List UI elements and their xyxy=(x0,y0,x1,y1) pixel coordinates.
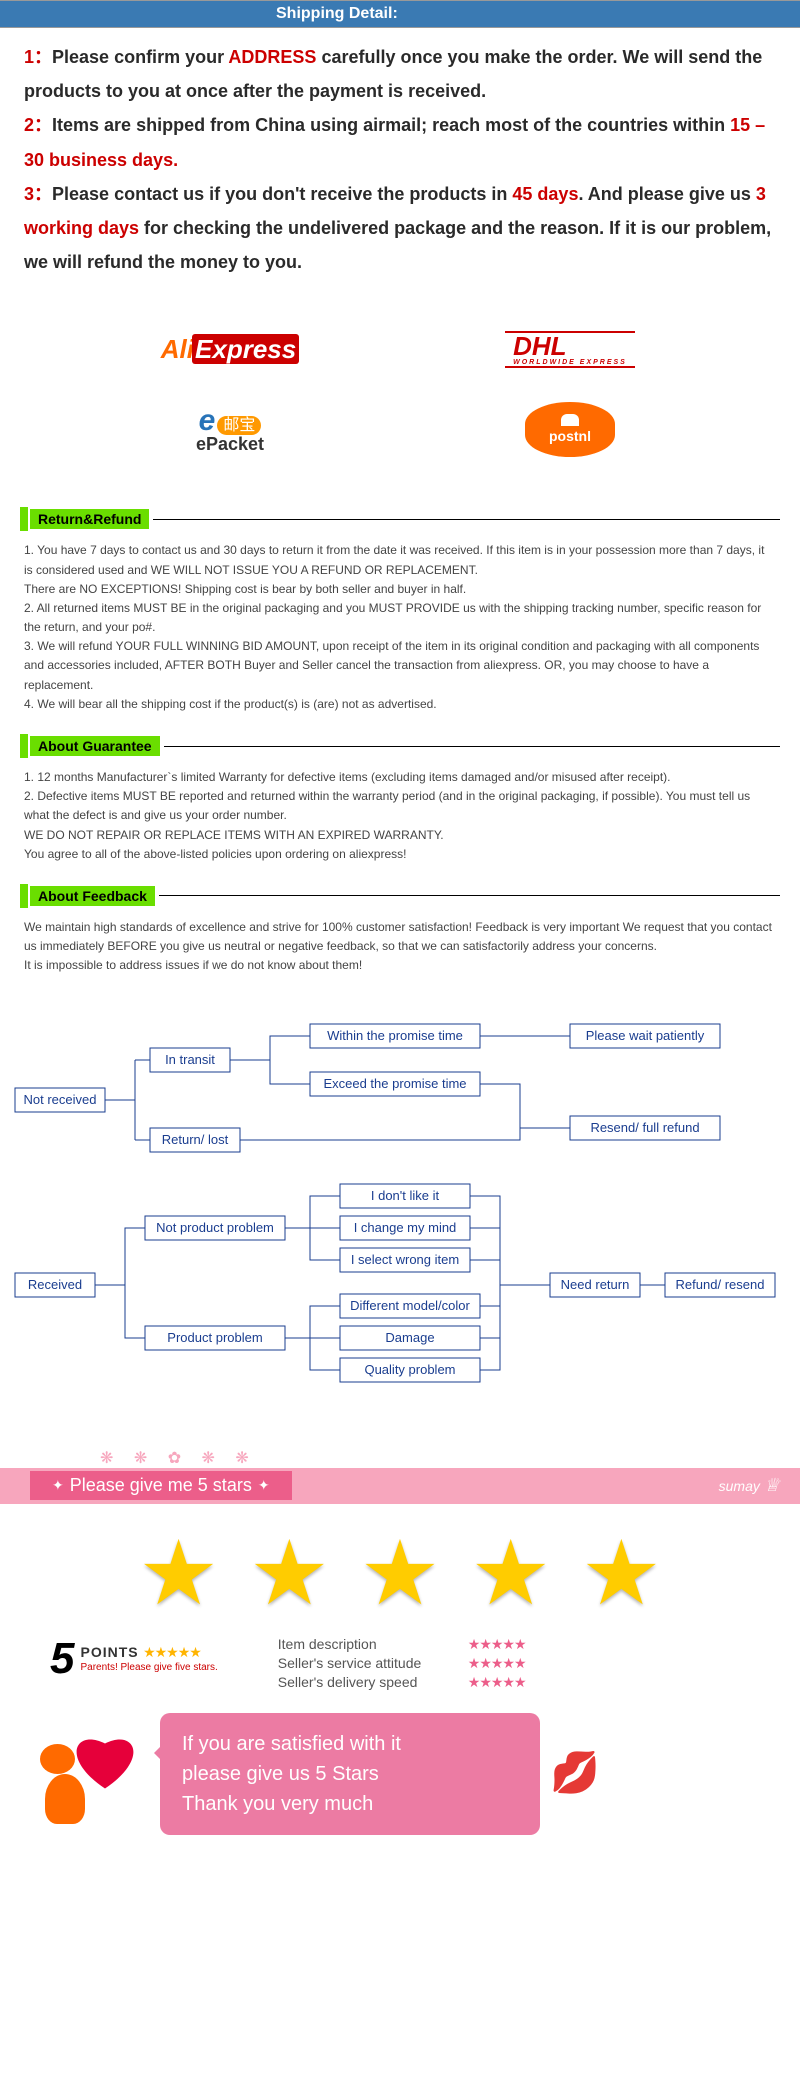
svg-text:Damage: Damage xyxy=(385,1330,434,1345)
refund-section-body: 1. You have 7 days to contact us and 30 … xyxy=(0,539,800,726)
speech-bubble: If you are satisfied with it please give… xyxy=(160,1713,540,1835)
small-stars-icon: ★★★★★ xyxy=(143,1644,201,1660)
dhl-logo: DHLWORLDWIDE EXPRESS xyxy=(417,309,723,389)
svg-text:In transit: In transit xyxy=(165,1052,215,1067)
svg-text:Refund/ resend: Refund/ resend xyxy=(676,1277,765,1292)
ratings-list: Item description★★★★★ Seller's service a… xyxy=(278,1634,526,1693)
stars-section: ❋ ❋ ✿ ❋ ❋ Please give me 5 stars sumay♕ … xyxy=(0,1448,800,1865)
star-icon: ★ xyxy=(360,1529,441,1619)
flowchart-received: Received Not product problem Product pro… xyxy=(10,1178,790,1398)
banner-label: Please give me 5 stars xyxy=(30,1471,292,1500)
shipping-item-1: 1：Please confirm your ADDRESS carefully … xyxy=(24,40,776,108)
header-bar: Shipping Detail: xyxy=(0,0,800,28)
svg-text:Need return: Need return xyxy=(561,1277,630,1292)
banner-decoration: ❋ ❋ ✿ ❋ ❋ xyxy=(0,1448,800,1468)
rating-stars-icon: ★★★★★ xyxy=(468,1636,526,1653)
svg-text:I don't like it: I don't like it xyxy=(371,1188,440,1203)
five-big-stars: ★ ★ ★ ★ ★ xyxy=(0,1504,800,1634)
svg-text:Received: Received xyxy=(28,1277,82,1292)
five-points: 5 POINTS ★★★★★ Parents! Please give five… xyxy=(50,1634,218,1684)
svg-text:Within the promise time: Within the promise time xyxy=(327,1028,463,1043)
svg-text:Product problem: Product problem xyxy=(167,1330,262,1345)
star-icon: ★ xyxy=(581,1529,662,1619)
feedback-section-body: We maintain high standards of excellence… xyxy=(0,916,800,988)
svg-text:I change my mind: I change my mind xyxy=(354,1220,457,1235)
svg-text:Quality problem: Quality problem xyxy=(364,1362,455,1377)
flowchart-not-received: Not received In transit Return/ lost Wit… xyxy=(10,1018,790,1178)
header-title: Shipping Detail: xyxy=(272,5,788,23)
shipping-logos: AliExpress DHLWORLDWIDE EXPRESS e邮宝 ePac… xyxy=(0,299,800,499)
rating-stars-icon: ★★★★★ xyxy=(468,1674,526,1691)
svg-text:Please wait patiently: Please wait patiently xyxy=(586,1028,705,1043)
stars-banner: Please give me 5 stars sumay♕ xyxy=(0,1468,800,1504)
crown-icon: ♕ xyxy=(764,1475,780,1495)
aliexpress-logo: AliExpress xyxy=(77,309,383,389)
star-icon: ★ xyxy=(138,1529,219,1619)
mascot-icon xyxy=(40,1724,140,1824)
svg-text:Not received: Not received xyxy=(24,1092,97,1107)
refund-section-title: Return&Refund xyxy=(20,507,780,531)
bottom-row: If you are satisfied with it please give… xyxy=(0,1693,800,1835)
star-icon: ★ xyxy=(249,1529,330,1619)
shipping-details: 1：Please confirm your ADDRESS carefully … xyxy=(0,30,800,299)
svg-text:Different model/color: Different model/color xyxy=(350,1298,470,1313)
epacket-logo: e邮宝 ePacket xyxy=(77,389,383,469)
shipping-item-3: 3：Please contact us if you don't receive… xyxy=(24,177,776,280)
svg-text:I select wrong item: I select wrong item xyxy=(351,1252,459,1267)
feedback-section-title: About Feedback xyxy=(20,884,780,908)
kiss-icon: 💋 xyxy=(550,1743,600,1803)
svg-text:Resend/ full refund: Resend/ full refund xyxy=(590,1120,699,1135)
star-icon: ★ xyxy=(470,1529,551,1619)
postnl-logo: postnl xyxy=(417,389,723,469)
shipping-item-2: 2：Items are shipped from China using air… xyxy=(24,108,776,176)
guarantee-section-title: About Guarantee xyxy=(20,734,780,758)
rating-stars-icon: ★★★★★ xyxy=(468,1655,526,1672)
flowcharts: Not received In transit Return/ lost Wit… xyxy=(0,988,800,1418)
guarantee-section-body: 1. 12 months Manufacturer`s limited Warr… xyxy=(0,766,800,876)
svg-text:Not product problem: Not product problem xyxy=(156,1220,274,1235)
svg-text:Exceed the promise time: Exceed the promise time xyxy=(323,1076,466,1091)
points-row: 5 POINTS ★★★★★ Parents! Please give five… xyxy=(0,1634,800,1693)
svg-text:Return/ lost: Return/ lost xyxy=(162,1132,229,1147)
